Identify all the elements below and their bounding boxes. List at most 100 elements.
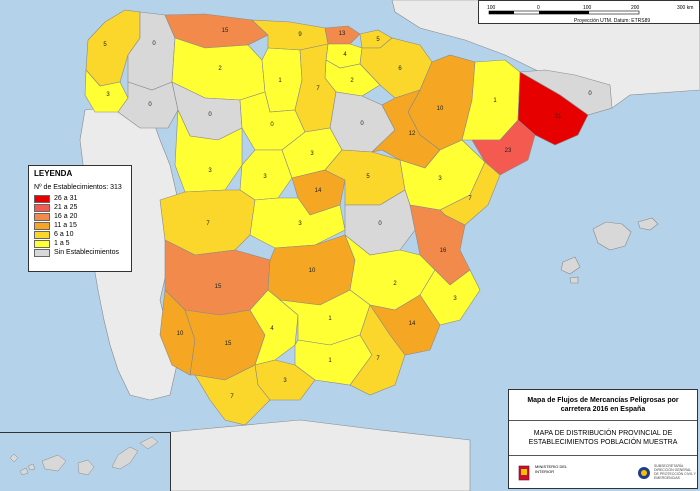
province-value-soria: 0: [360, 121, 364, 127]
legend-row: 11 a 15: [34, 221, 131, 230]
island-lanzarote: [139, 436, 159, 450]
province-value-burgos: 7: [316, 86, 320, 92]
scale-bar-box: 100 0 100 200 300 km Proyección UTM. Dat…: [478, 0, 700, 24]
agency-name: SUBSECRETARÍA DIRECCIÓN GENERAL DE PROTE…: [654, 464, 696, 480]
legend-title: LEYENDA: [34, 169, 73, 178]
province-value-caceres: 7: [206, 221, 210, 227]
legend-swatch: [34, 230, 50, 239]
mallorca-island: [592, 221, 632, 251]
legend-label: 1 a 5: [54, 240, 70, 247]
province-value-lleida: 1: [493, 98, 497, 104]
legend-row: 1 a 5: [34, 239, 131, 248]
ministry-logo: MINISTERIO DEL INTERIOR: [517, 464, 577, 486]
island-el-hierro: [19, 467, 29, 476]
island-fuerteventura: [111, 446, 139, 470]
legend-label: Sin Establecimientos: [54, 249, 119, 256]
province-value-valencia: 16: [440, 248, 447, 254]
province-toledo: [249, 197, 346, 249]
province-value-badajoz: 15: [215, 284, 222, 290]
divider: [509, 455, 697, 456]
formentera-island: [569, 276, 579, 284]
province-value-cantabria: 9: [298, 32, 302, 38]
province-value-jaen: 1: [328, 316, 332, 322]
province-value-ciudad-real: 10: [309, 268, 316, 274]
map-legend: LEYENDA Nº de Establecimientos: 313 26 a…: [28, 165, 132, 272]
scale-tick-4: 300 km: [677, 5, 693, 11]
legend-swatch: [34, 239, 50, 248]
title-box: Mapa de Flujos de Mercancías Peligrosas …: [508, 389, 698, 489]
province-value-tarragona: 23: [505, 148, 512, 154]
province-value-cordoba: 4: [270, 326, 274, 332]
province-almeria: [349, 304, 406, 396]
island-tenerife: [41, 454, 67, 472]
legend-label: 16 a 20: [54, 213, 78, 220]
province-value-asturias: 15: [222, 28, 229, 34]
province-value-castellon: 7: [468, 196, 472, 202]
legend-row: 21 a 25: [34, 203, 131, 212]
province-cadiz: [194, 364, 271, 426]
province-value-cadiz: 7: [230, 394, 234, 400]
provinces-layer: [84, 9, 613, 426]
province-value-avila: 3: [263, 174, 267, 180]
legend-label: 11 a 15: [54, 222, 77, 229]
province-value-a-coruna: 5: [103, 42, 107, 48]
legend-subtitle: Nº de Establecimientos: 313: [34, 184, 122, 191]
province-value-madrid: 14: [315, 188, 322, 194]
province-value-alicante: 3: [453, 296, 457, 302]
province-value-albacete: 2: [393, 281, 397, 287]
province-value-la-rioja: 2: [350, 78, 354, 84]
province-value-granada: 1: [328, 358, 332, 364]
province-value-salamanca: 3: [208, 168, 212, 174]
province-value-toledo: 3: [298, 221, 302, 227]
province-value-teruel: 3: [438, 176, 442, 182]
canary-islands-map: [9, 436, 159, 476]
province-value-barcelona: 31: [555, 114, 562, 120]
scale-tick-3: 200: [631, 5, 640, 11]
province-value-zaragoza: 12: [409, 131, 416, 137]
scale-tick-2: 100: [583, 5, 592, 11]
legend-row: Sin Establecimientos: [34, 248, 131, 257]
province-value-cuenca: 0: [378, 221, 382, 227]
province-palencia: [261, 47, 303, 113]
legend-row: 26 a 31: [34, 194, 131, 203]
province-value-murcia: 14: [409, 321, 416, 327]
coat-of-arms-icon: [518, 465, 530, 481]
legend-row: 6 a 10: [34, 230, 131, 239]
island-la-gomera: [27, 463, 36, 471]
ibiza-island: [560, 256, 581, 275]
scale-bar: 100 0 100 200 300 km Proyección UTM. Dat…: [487, 5, 693, 24]
legend-swatch: [34, 194, 50, 203]
province-value-lugo: 0: [152, 41, 156, 47]
province-value-leon: 2: [218, 66, 222, 72]
province-value-palencia: 1: [278, 78, 282, 84]
civil-protection-emblem-icon: [638, 467, 650, 479]
menorca-island: [637, 217, 659, 231]
province-value-huesca: 10: [437, 106, 444, 112]
agency-logo: SUBSECRETARÍA DIRECCIÓN GENERAL DE PROTE…: [637, 464, 697, 486]
legend-row: 16 a 20: [34, 212, 131, 221]
legend-swatch: [34, 212, 50, 221]
legend-label: 21 a 25: [54, 204, 78, 211]
province-value-malaga: 3: [283, 378, 287, 384]
legend-swatch: [34, 248, 50, 257]
province-bizkaia: [324, 25, 361, 45]
province-ourense: [117, 81, 179, 129]
province-value-sevilla: 15: [225, 341, 232, 347]
legend-swatch: [34, 221, 50, 230]
island-gran-canaria: [77, 459, 95, 476]
legend-swatch: [34, 203, 50, 212]
province-value-navarra: 6: [398, 66, 402, 72]
legend-label: 6 a 10: [54, 231, 74, 238]
province-value-pontevedra: 3: [106, 92, 110, 98]
map-title: Mapa de Flujos de Mercancías Peligrosas …: [527, 397, 679, 413]
ministry-name: MINISTERIO DEL INTERIOR: [535, 464, 568, 474]
province-value-bizkaia: 13: [339, 31, 346, 37]
scale-tick-0: 100: [487, 5, 496, 11]
africa-land: [169, 419, 471, 491]
scale-tick-1: 0: [537, 5, 540, 11]
province-value-almeria: 7: [376, 356, 380, 362]
island-la-palma: [9, 453, 19, 463]
province-value-segovia: 3: [310, 151, 314, 157]
